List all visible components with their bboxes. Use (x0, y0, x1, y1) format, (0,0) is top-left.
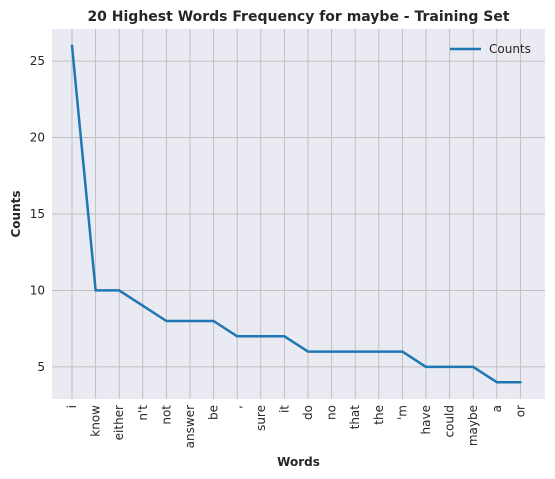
y-tick-label: 25 (30, 54, 45, 68)
x-tick-label: , (230, 405, 244, 409)
x-tick-label: have (419, 405, 433, 434)
x-tick-labels: i know either n't not answer be, sure it do no that… (65, 405, 527, 449)
y-tick-label: 15 (30, 207, 45, 221)
x-tick-label: be (207, 405, 221, 420)
chart-title: 20 Highest Words Frequency for maybe - T… (87, 9, 509, 25)
x-tick-label: answer (183, 405, 197, 448)
y-tick-label: 20 (30, 131, 45, 145)
x-tick-label: maybe (466, 405, 480, 446)
series-line-counts (70, 44, 522, 384)
y-axis-label: Counts (9, 190, 23, 237)
x-axis-label: Words (277, 455, 320, 469)
y-tick-label: 5 (37, 360, 45, 374)
x-tick-label: a (490, 405, 504, 412)
x-tick-label: no (325, 405, 339, 420)
x-tick-label: do (301, 405, 315, 420)
x-tick-label: could (443, 405, 457, 438)
x-tick-label: sure (254, 405, 268, 431)
x-tick-label: either (112, 405, 126, 440)
x-tick-label: not (159, 405, 173, 425)
x-tick-label: i (65, 405, 79, 408)
x-tick-label: know (89, 405, 103, 437)
series-layer (70, 44, 522, 384)
legend-label-counts: Counts (489, 42, 531, 56)
x-tick-label: that (348, 405, 362, 430)
x-tick-label: the (372, 405, 386, 425)
y-tick-labels: 5 10 15 20 25 (30, 54, 45, 374)
legend: Counts (450, 42, 531, 56)
x-tick-label: it (277, 405, 291, 413)
x-tick-label: 'm (395, 405, 409, 420)
x-gridlines (71, 29, 521, 399)
x-tick-label: n't (136, 405, 150, 421)
y-tick-label: 10 (30, 283, 45, 297)
x-tick-label: or (513, 405, 527, 417)
